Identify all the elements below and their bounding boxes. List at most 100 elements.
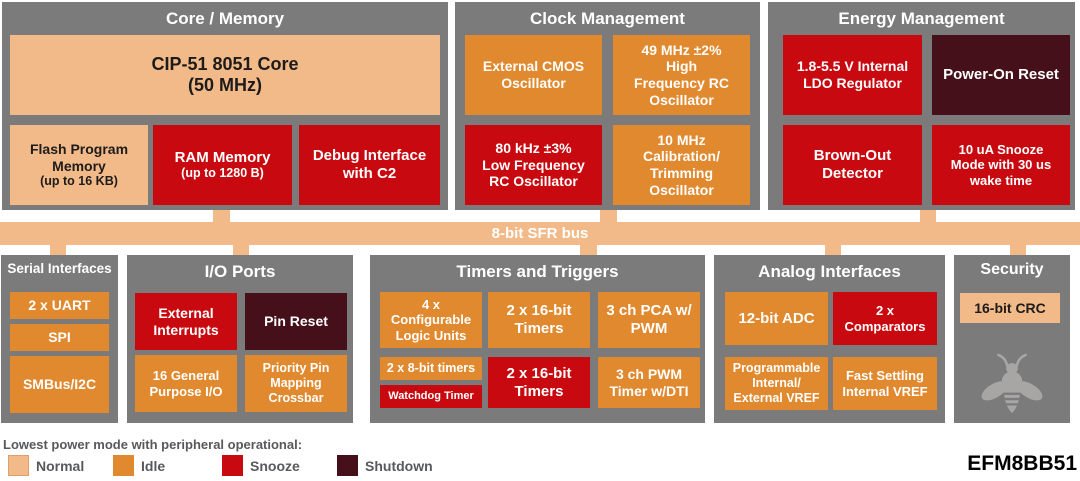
bee-icon	[981, 353, 1043, 414]
block-flash-memory: Flash Program Memory (up to 16 KB)	[10, 125, 148, 205]
legend-label: Normal	[36, 457, 85, 474]
bus-connector	[1010, 245, 1026, 255]
legend-swatch-snooze	[222, 455, 243, 476]
block-label: 1.8-5.5 V Internal LDO Regulator	[796, 58, 909, 91]
block-label: 10 MHz Calibration/ Trimming Oscillator	[642, 131, 720, 198]
bus-connector	[580, 245, 597, 255]
block-label: Pin Reset	[264, 313, 328, 330]
block-power-on-reset: Power-On Reset	[932, 35, 1070, 115]
block-uart: 2 x UART	[10, 292, 109, 319]
section-clock-management: Clock Management External CMOS Oscillato…	[455, 2, 760, 210]
block-configurable-logic-units: 4 x Configurable Logic Units	[380, 292, 482, 348]
block-calibration-oscillator: 10 MHz Calibration/ Trimming Oscillator	[613, 125, 750, 205]
legend-swatch-normal	[8, 455, 29, 476]
legend-item-shutdown: Shutdown	[337, 455, 433, 476]
block-label: 16 General Purpose I/O	[149, 368, 223, 399]
block-label: 2 x 16-bit Timers	[506, 302, 572, 337]
block-hf-rc-oscillator: 49 MHz ±2% High Frequency RC Oscillator	[613, 35, 750, 115]
section-timers-triggers: Timers and Triggers 4 x Configurable Log…	[370, 255, 705, 423]
legend-swatch-shutdown	[337, 455, 358, 476]
block-label: Watchdog Timer	[388, 390, 474, 403]
block-fast-settling-vref: Fast Settling Internal VREF	[833, 357, 937, 410]
block-brown-out-detector: Brown-Out Detector	[783, 125, 922, 205]
block-programmable-vref: Programmable Internal/ External VREF	[725, 357, 828, 410]
section-title: Energy Management	[838, 9, 1005, 28]
block-16bit-timers-b: 2 x 16-bit Timers	[488, 357, 590, 408]
block-label: 3 ch PWM Timer w/DTI	[609, 365, 689, 399]
block-pin-reset: Pin Reset	[245, 293, 347, 350]
block-label: 4 x Configurable Logic Units	[390, 297, 472, 343]
block-label: 16-bit CRC	[974, 299, 1046, 316]
sfr-bus-label: 8-bit SFR bus	[491, 225, 589, 242]
block-lf-rc-oscillator: 80 kHz ±3% Low Frequency RC Oscillator	[465, 125, 602, 205]
block-adc: 12-bit ADC	[725, 292, 828, 345]
section-core-memory: Core / Memory CIP-51 8051 Core (50 MHz) …	[2, 2, 448, 210]
block-external-interrupts: External Interrupts	[135, 293, 237, 350]
block-label: External CMOS Oscillator	[482, 58, 585, 91]
bus-connector	[213, 210, 230, 222]
legend-item-idle: Idle	[113, 455, 165, 476]
block-label: 2 x 8-bit timers	[386, 361, 476, 376]
section-title: Clock Management	[530, 9, 685, 28]
block-label: Priority Pin Mapping Crossbar	[262, 361, 330, 405]
legend-item-normal: Normal	[8, 455, 84, 476]
section-io-ports: I/O Ports External Interrupts Pin Reset …	[127, 255, 353, 423]
section-title: Security	[980, 261, 1044, 278]
block-sublabel: (50 MHz)	[187, 75, 262, 95]
block-label: Fast Settling Internal VREF	[842, 368, 928, 399]
block-crc: 16-bit CRC	[960, 293, 1060, 323]
legend-label: Snooze	[250, 457, 300, 474]
block-debug-interface: Debug Interface with C2	[299, 125, 440, 205]
section-title: Core / Memory	[165, 9, 285, 28]
section-title: I/O Ports	[204, 262, 276, 281]
section-title: Timers and Triggers	[456, 262, 619, 281]
block-label: 2 x 16-bit Timers	[506, 364, 572, 400]
section-analog-interfaces: Analog Interfaces 12-bit ADC 2 x Compara…	[714, 255, 945, 423]
part-number: EFM8BB51	[967, 452, 1077, 475]
block-8bit-timers: 2 x 8-bit timers	[380, 357, 482, 380]
block-label: External Interrupts	[153, 304, 219, 338]
block-label: Flash Program Memory	[29, 141, 129, 174]
block-label: 10 uA Snooze Mode with 30 us wake time	[950, 142, 1052, 188]
bus-connector	[600, 210, 617, 222]
block-watchdog-timer: Watchdog Timer	[380, 385, 482, 408]
block-sublabel: (up to 1280 B)	[181, 166, 264, 181]
block-pwm-timer-dti: 3 ch PWM Timer w/DTI	[598, 357, 700, 408]
block-priority-crossbar: Priority Pin Mapping Crossbar	[245, 355, 347, 412]
legend-item-snooze: Snooze	[222, 455, 300, 476]
block-external-cmos-oscillator: External CMOS Oscillator	[465, 35, 602, 115]
block-label: 2 x Comparators	[844, 303, 926, 334]
block-label: CIP-51 8051 Core	[151, 53, 299, 74]
block-pca-pwm: 3 ch PCA w/ PWM	[598, 292, 700, 348]
section-energy-management: Energy Management 1.8-5.5 V Internal LDO…	[768, 2, 1075, 210]
block-label: 2 x UART	[28, 297, 91, 314]
section-title: Analog Interfaces	[758, 262, 901, 281]
legend-title: Lowest power mode with peripheral operat…	[3, 437, 303, 452]
block-label: Programmable Internal/ External VREF	[732, 361, 821, 405]
bus-connector	[50, 245, 66, 255]
block-comparators: 2 x Comparators	[833, 292, 937, 345]
sfr-bus-bar: 8-bit SFR bus	[0, 222, 1080, 245]
block-ram-memory: RAM Memory (up to 1280 B)	[153, 125, 292, 205]
legend-label: Idle	[141, 457, 166, 474]
block-label: Brown-Out Detector	[813, 147, 892, 182]
section-security: Security 16-bit CRC	[954, 255, 1070, 423]
block-ldo-regulator: 1.8-5.5 V Internal LDO Regulator	[783, 35, 922, 115]
block-label: 80 kHz ±3% Low Frequency RC Oscillator	[482, 140, 585, 190]
block-sublabel: (up to 16 KB)	[40, 174, 118, 189]
bus-connector	[825, 245, 841, 255]
legend-swatch-idle	[113, 455, 134, 476]
block-16bit-timers-a: 2 x 16-bit Timers	[488, 292, 590, 348]
block-label: 49 MHz ±2% High Frequency RC Oscillator	[634, 41, 729, 108]
legend-label: Shutdown	[365, 457, 433, 474]
bus-connector	[233, 245, 249, 255]
block-label: RAM Memory	[174, 148, 271, 166]
block-label: 12-bit ADC	[738, 309, 815, 327]
block-label: 3 ch PCA w/ PWM	[606, 302, 692, 337]
block-label: Debug Interface with C2	[312, 147, 427, 182]
block-general-purpose-io: 16 General Purpose I/O	[135, 355, 237, 412]
section-title: Serial Interfaces	[7, 261, 112, 276]
block-spi: SPI	[10, 324, 109, 351]
bus-connector	[920, 210, 936, 222]
